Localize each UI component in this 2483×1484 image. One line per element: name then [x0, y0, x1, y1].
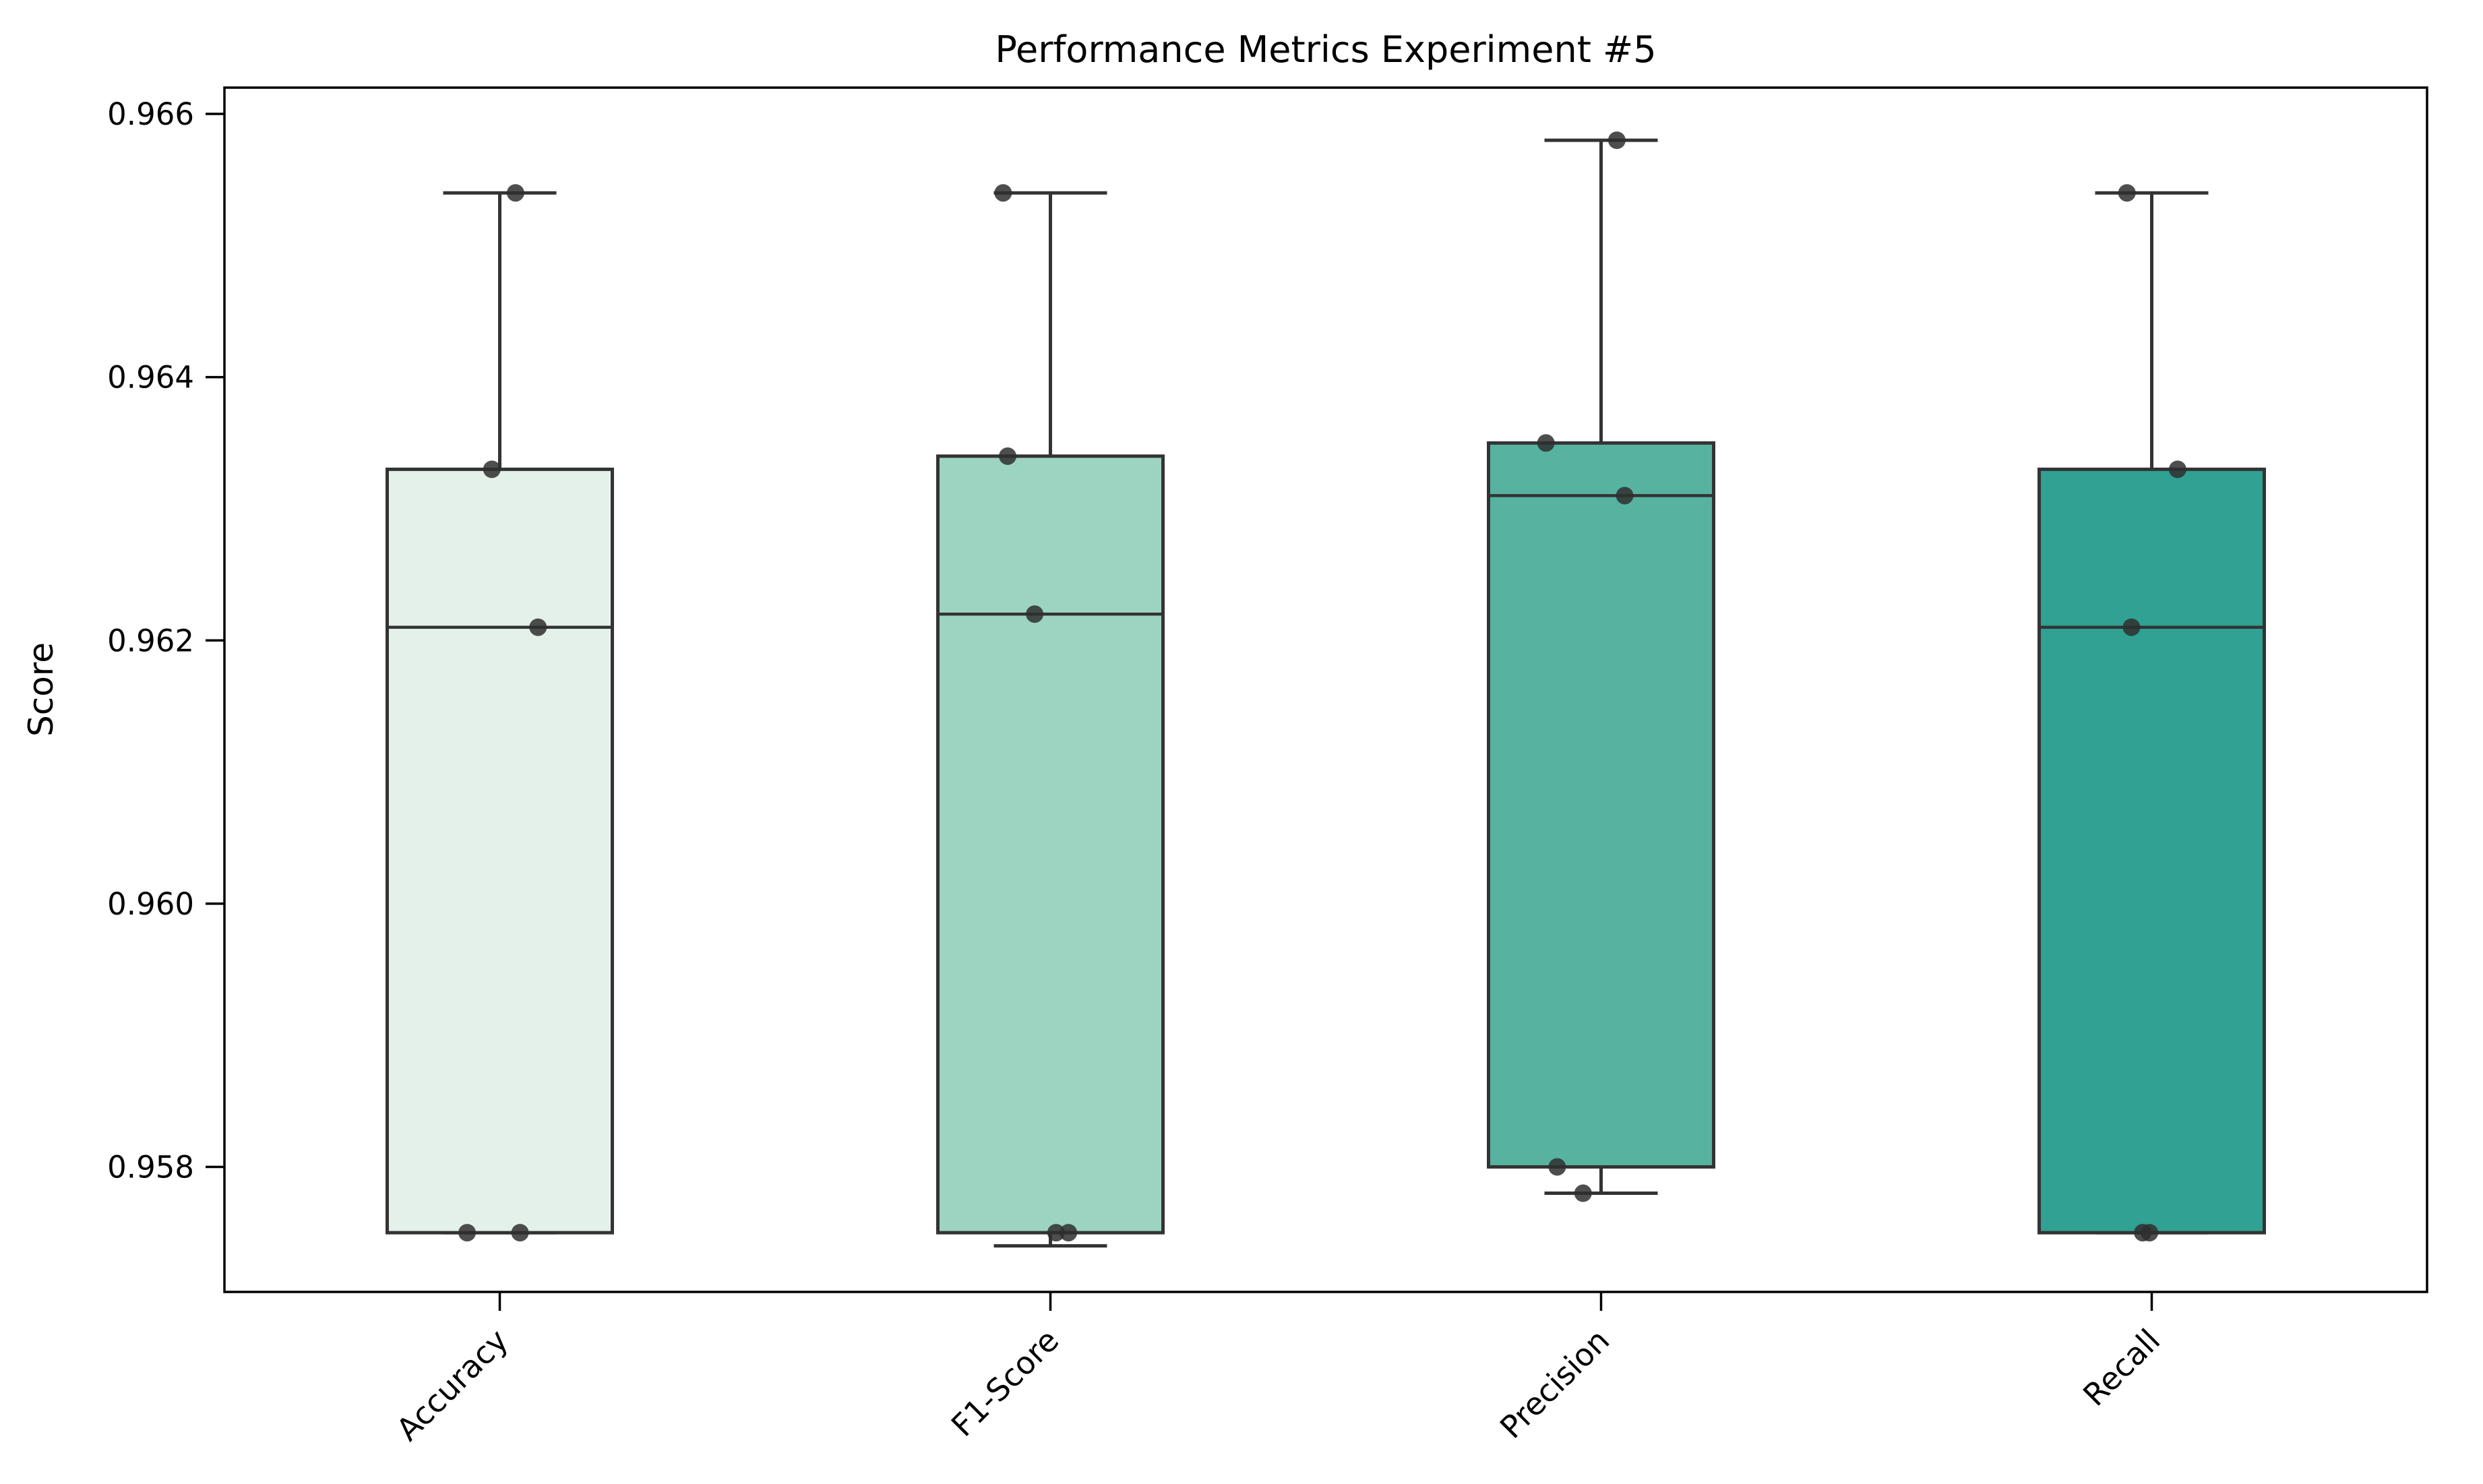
y-tick-label: 0.960 [107, 886, 194, 922]
box [936, 454, 1165, 1235]
box-group: Precision [1487, 131, 1715, 1446]
x-tick-label: Accuracy [390, 1322, 516, 1448]
data-point [458, 1224, 477, 1242]
y-axis-label: Score [22, 642, 61, 737]
data-point [1537, 434, 1555, 452]
box [2037, 467, 2266, 1235]
box [1487, 441, 1715, 1169]
data-point [1607, 131, 1626, 150]
y-tick-label: 0.966 [107, 96, 194, 132]
box-group: Recall [2037, 184, 2266, 1413]
x-tick-label: Recall [2076, 1322, 2167, 1413]
y-tick-label: 0.964 [107, 360, 194, 396]
data-point [2141, 1224, 2159, 1242]
x-tick-label: F1-Score [944, 1322, 1066, 1444]
y-tick-label: 0.962 [107, 623, 194, 658]
plot-area: 0.958 0.960 0.962 0.964 0.966 Accuracy F1-Scor… [107, 86, 2428, 1448]
y-tick-label: 0.958 [107, 1149, 194, 1185]
data-point [999, 447, 1017, 465]
data-point [529, 618, 547, 636]
chart-title: Performance Metrics Experiment #5 [995, 28, 1656, 71]
data-point [1060, 1224, 1078, 1242]
data-point [2118, 184, 2136, 202]
data-point [506, 184, 524, 202]
box [386, 467, 614, 1235]
data-point [1047, 1224, 1065, 1242]
data-point [1548, 1158, 1566, 1176]
data-point [1616, 487, 1634, 505]
x-tick-label: Precision [1493, 1322, 1616, 1446]
data-point [2168, 460, 2186, 478]
data-point [1574, 1184, 1592, 1202]
data-point [511, 1224, 529, 1242]
data-point [2122, 618, 2141, 636]
data-point [1026, 605, 1044, 623]
data-point [483, 460, 501, 478]
data-point [994, 184, 1012, 202]
